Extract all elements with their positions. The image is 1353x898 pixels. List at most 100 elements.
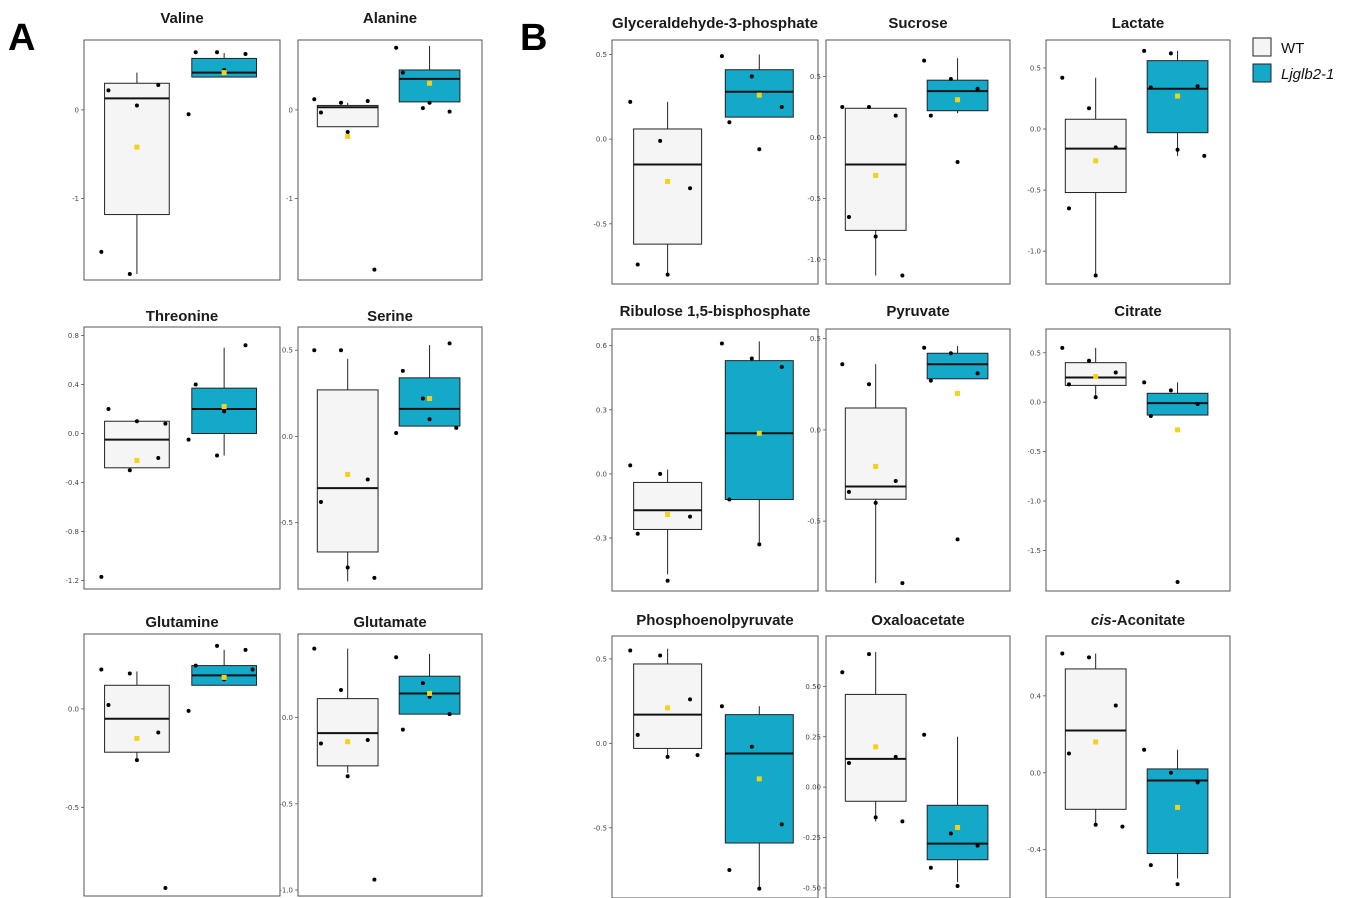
data-point-mut-2-4 xyxy=(222,409,227,414)
data-point-wt-10-0 xyxy=(840,362,845,367)
mean-marker-wt-2 xyxy=(134,457,140,463)
data-point-mut-8-4 xyxy=(1175,147,1180,152)
data-point-wt-10-1 xyxy=(867,382,872,387)
data-point-mut-3-5 xyxy=(454,425,459,430)
data-point-mut-13-0 xyxy=(922,732,927,737)
data-point-wt-12-1 xyxy=(658,653,663,658)
y-tick-label-4-1: -0.5 xyxy=(65,804,79,812)
data-point-mut-10-3 xyxy=(928,378,933,383)
y-tick-label-2-4: -0.8 xyxy=(65,528,79,536)
data-point-wt-2-5 xyxy=(163,421,168,426)
mean-marker-mut-3 xyxy=(427,396,433,402)
data-point-wt-1-2 xyxy=(365,99,370,104)
box-body-wt-1 xyxy=(316,104,379,128)
mean-marker-wt-8 xyxy=(1093,158,1099,164)
data-point-mut-10-2 xyxy=(975,371,980,376)
panel-title-text-8: Lactate xyxy=(1112,15,1165,32)
data-point-mut-11-4 xyxy=(1175,580,1180,585)
data-point-wt-10-2 xyxy=(893,478,898,483)
data-point-mut-11-0 xyxy=(1142,380,1147,385)
mean-marker-mut-0 xyxy=(221,70,227,76)
panel-14: cis-Aconitate 0.4 0.0 -0.4 xyxy=(1027,612,1231,898)
box-wt-8 xyxy=(1060,75,1127,278)
y-tick-label-11-0: 0.5 xyxy=(1030,349,1041,357)
data-point-wt-4-4 xyxy=(134,758,139,763)
y-tick-label-2-1: 0.4 xyxy=(68,381,80,389)
panel-title-text-5: Glutamate xyxy=(353,614,426,631)
y-tick-label-12-2: -0.5 xyxy=(593,824,607,832)
box-wt-11 xyxy=(1060,345,1127,400)
data-point-wt-4-2 xyxy=(156,730,161,735)
mean-marker-wt-12 xyxy=(665,705,671,711)
data-point-mut-4-2 xyxy=(243,647,248,652)
panel-title-text-2: Threonine xyxy=(146,308,219,325)
box-body-wt-10 xyxy=(844,407,907,500)
data-point-mut-4-5 xyxy=(250,667,255,672)
panel-6: Glyceraldehyde-3-phosphate 0.5 0.0 -0.5 xyxy=(593,15,819,285)
box-wt-1 xyxy=(312,97,379,272)
panel-2: Threonine 0.8 0.4 0.0 -0.4 -0.8 -1.2 xyxy=(65,308,281,590)
data-point-mut-5-2 xyxy=(447,712,452,717)
box-mut-0 xyxy=(186,50,257,117)
panel-4: Glutamine 0.0 -0.5 xyxy=(65,614,281,897)
data-point-wt-9-2 xyxy=(688,514,693,519)
data-point-wt-4-0 xyxy=(99,667,104,672)
y-tick-label-12-1: 0.0 xyxy=(596,740,607,748)
data-point-mut-3-0 xyxy=(394,431,399,435)
data-point-wt-14-1 xyxy=(1087,655,1092,660)
mean-marker-mut-6 xyxy=(756,92,762,98)
data-point-wt-7-3 xyxy=(846,214,851,219)
data-point-wt-6-3 xyxy=(635,262,640,267)
data-point-wt-5-2 xyxy=(365,738,370,742)
data-point-wt-12-2 xyxy=(688,697,693,702)
mean-marker-mut-13 xyxy=(955,824,961,830)
panel-title-14: cis-Aconitate xyxy=(1091,612,1185,629)
box-mut-9 xyxy=(719,341,794,547)
panel-title-text-12: Phosphoenolpyruvate xyxy=(636,612,794,629)
data-point-mut-9-2 xyxy=(779,365,784,370)
data-point-mut-7-2 xyxy=(975,86,980,91)
data-point-mut-13-2 xyxy=(975,843,980,848)
y-tick-label-14-0: 0.4 xyxy=(1030,692,1042,700)
data-point-mut-6-3 xyxy=(727,120,732,125)
y-tick-label-6-1: 0.0 xyxy=(596,136,607,144)
y-tick-label-11-2: -0.5 xyxy=(1027,448,1041,456)
data-point-wt-14-2 xyxy=(1113,703,1118,708)
data-point-wt-8-0 xyxy=(1060,75,1065,80)
y-tick-label-11-3: -1.0 xyxy=(1027,498,1041,506)
mean-marker-mut-1 xyxy=(427,80,433,86)
data-point-wt-13-1 xyxy=(867,652,872,657)
y-tick-label-3-2: -0.5 xyxy=(279,519,293,527)
y-tick-label-9-0: 0.6 xyxy=(596,342,608,350)
data-point-wt-3-4 xyxy=(345,565,350,570)
y-tick-label-10-0: 0.5 xyxy=(810,335,821,343)
data-point-mut-9-1 xyxy=(749,356,754,361)
data-point-mut-5-0 xyxy=(394,655,399,660)
panel-title-4: Glutamine xyxy=(145,614,218,631)
data-point-mut-11-1 xyxy=(1168,388,1173,393)
data-point-wt-5-4 xyxy=(345,774,350,779)
data-point-wt-6-0 xyxy=(628,99,633,104)
y-tick-label-6-0: 0.5 xyxy=(596,51,607,59)
data-point-wt-12-0 xyxy=(628,648,633,653)
mean-marker-mut-8 xyxy=(1175,93,1181,99)
data-point-mut-1-1 xyxy=(420,106,425,111)
box-mut-1 xyxy=(394,45,461,114)
panel-title-5: Glutamate xyxy=(353,614,426,631)
panel-title-0: Valine xyxy=(160,10,203,27)
data-point-mut-8-3 xyxy=(1148,85,1153,90)
data-point-wt-13-5 xyxy=(900,819,905,824)
box-body-mut-7 xyxy=(926,79,989,112)
data-point-wt-5-5 xyxy=(372,877,377,882)
data-point-wt-8-1 xyxy=(1087,106,1092,111)
data-point-mut-6-1 xyxy=(749,74,754,79)
mean-marker-mut-9 xyxy=(756,430,762,436)
data-point-mut-5-1 xyxy=(420,681,425,686)
panel-title-text-11: Citrate xyxy=(1114,303,1162,320)
legend-label-wt: WT xyxy=(1281,40,1304,57)
panels-group: Valine 0 -1 Alanine 0 -1 Threonine 0.8 0.4 0.0 -0.… xyxy=(65,10,1231,898)
data-point-wt-13-2 xyxy=(893,754,898,759)
data-point-wt-8-3 xyxy=(1066,206,1071,211)
data-point-mut-0-3 xyxy=(193,50,198,55)
data-point-mut-1-0 xyxy=(394,45,399,50)
